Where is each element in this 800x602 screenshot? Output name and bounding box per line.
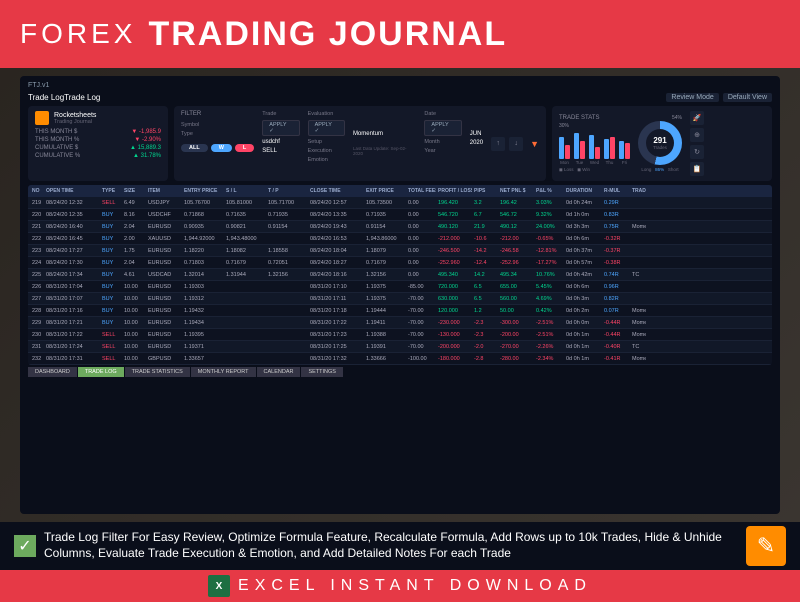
column-header[interactable]: PIPS [472,188,498,194]
excel-icon: X [208,575,230,597]
excel-text: EXCEL INSTANT DOWNLOAD [238,577,592,595]
filter-loss-button[interactable]: L [235,144,254,152]
user-panel: Rocketsheets Trading Journal THIS MONTH … [28,106,168,181]
monitor-frame: FTJ.v1 Trade Log Trade Log Review Mode D… [0,68,800,522]
table-row[interactable]: 22408/24/20 17:30BUY2.04EURUSD0.718030.7… [28,257,772,269]
product-banner: FOREX TRADING JOURNAL [0,0,800,68]
table-row[interactable]: 23108/31/20 17:24SELL10.00EURUSD1.193710… [28,341,772,353]
table-row[interactable]: 23208/31/20 17:31SELL10.00GBPUSD1.336570… [28,353,772,365]
column-header[interactable]: OPEN TIME [44,188,100,194]
trade-table: NOOPEN TIMETYPESIZEITEMENTRY PRICES / LT… [28,185,772,365]
filter-panel: FILTER Symbol Type ALL W L Trade APPLY ✓… [174,106,546,181]
top-panels: Rocketsheets Trading Journal THIS MONTH … [28,106,772,181]
rocket-icon[interactable]: 🚀 [690,111,704,125]
default-view-button[interactable]: Default View [723,93,772,102]
banner-forex: FOREX [20,18,136,50]
app-screen: FTJ.v1 Trade Log Trade Log Review Mode D… [20,76,780,514]
column-header[interactable]: NET PNL $ [498,188,534,194]
sheet-tab[interactable]: CALENDAR [257,367,301,377]
sheet-tabs: DASHBOARDTRADE LOGTRADE STATISTICSMONTHL… [28,367,772,377]
table-row[interactable]: 22608/31/20 17:04BUY10.00EURUSD1.1930308… [28,281,772,293]
banner-title: TRADING JOURNAL [148,15,507,54]
sort-up-button[interactable]: ↑ [491,137,505,151]
user-sub: Trading Journal [54,119,96,125]
apply-trade-button[interactable]: APPLY ✓ [262,120,299,136]
column-header[interactable]: ITEM [146,188,182,194]
table-row[interactable]: 22708/31/20 17:07BUY10.00EURUSD1.1931208… [28,293,772,305]
sheet-tab[interactable]: TRADE STATISTICS [125,367,190,377]
footer: ✓ Trade Log Filter For Easy Review, Opti… [0,522,800,602]
sheet-tab[interactable]: MONTHLY REPORT [191,367,256,377]
column-header[interactable]: DURATION [564,188,602,194]
filter-title: FILTER [181,111,254,117]
sort-down-button[interactable]: ↓ [509,137,523,151]
note-icon[interactable]: 📋 [690,162,704,176]
globe-icon[interactable]: ⊕ [690,128,704,142]
type-value[interactable]: SELL [262,148,299,154]
column-header[interactable]: PROFIT / LOSS [436,188,472,194]
column-header[interactable]: P&L % [534,188,564,194]
product-icon: ✎ [746,526,786,566]
stat-row: THIS MONTH $▼ -1,985.9 [35,129,161,135]
page-title: Trade Log [28,93,64,102]
symbol-value[interactable]: usdchf [262,139,299,145]
column-header[interactable]: ENTRY PRICE [182,188,224,194]
table-row[interactable]: 22008/24/20 12:35BUY8.16USDCHF0.718680.7… [28,209,772,221]
column-header[interactable]: NO [30,188,44,194]
column-header[interactable]: CLOSE TIME [308,188,364,194]
app-name: FTJ.v1 [28,82,49,89]
table-row[interactable]: 22208/24/20 16:45BUY2.00XAUUSD1,944.9200… [28,233,772,245]
column-header[interactable]: S / L [224,188,266,194]
sheet-tab[interactable]: SETTINGS [301,367,343,377]
table-row[interactable]: 22308/24/20 17:27BUY1.75EURUSD1.182201.1… [28,245,772,257]
apply-date-button[interactable]: APPLY ✓ [424,120,461,136]
weekday-bar-chart: MonTueWedThuFri [559,129,630,165]
check-icon: ✓ [14,535,36,557]
column-header[interactable]: T / P [266,188,308,194]
trade-stats-panel: TRADE STATS 30% MonTueWedThuFri ◼ Loss ◼… [552,106,772,181]
column-header[interactable]: TYPE [100,188,122,194]
table-row[interactable]: 22908/31/20 17:21BUY10.00EURUSD1.1943408… [28,317,772,329]
column-header[interactable]: SIZE [122,188,146,194]
column-header[interactable]: TOTAL FEES [406,188,436,194]
stat-row: CUMULATIVE $▲ 15,889.3 [35,145,161,151]
trades-donut-chart: 291 Trades [638,121,682,165]
funnel-icon[interactable]: ▼ [530,139,539,149]
review-mode-button[interactable]: Review Mode [666,93,718,102]
avatar [35,111,49,125]
table-row[interactable]: 22108/24/20 16:40BUY2.04EURUSD0.909350.9… [28,221,772,233]
table-header: NOOPEN TIMETYPESIZEITEMENTRY PRICES / LT… [28,185,772,197]
column-header[interactable]: TRADE SETUP [630,188,646,194]
sheet-tab[interactable]: TRADE LOG [78,367,124,377]
titlebar: FTJ.v1 [28,82,772,89]
stat-row: CUMULATIVE %▲ 31.78% [35,153,161,159]
table-row[interactable]: 23008/31/20 17:22SELL10.00EURUSD1.193950… [28,329,772,341]
user-name: Rocketsheets [54,112,96,119]
column-header[interactable]: EXIT PRICE [364,188,406,194]
column-header[interactable]: R-MUL [602,188,630,194]
filter-all-button[interactable]: ALL [181,144,208,152]
month-value[interactable]: JUN [470,131,483,137]
feature-text: Trade Log Filter For Easy Review, Optimi… [44,530,738,561]
year-value[interactable]: 2020 [470,140,483,146]
setup-value[interactable]: Momentum [353,131,416,137]
table-row[interactable]: 22808/31/20 17:16BUY10.00EURUSD1.1943208… [28,305,772,317]
refresh-icon[interactable]: ↻ [690,145,704,159]
header-row: Trade Log Trade Log Review Mode Default … [28,93,772,102]
filter-win-button[interactable]: W [211,144,232,152]
apply-eval-button[interactable]: APPLY ✓ [308,120,345,136]
sheet-tab[interactable]: DASHBOARD [28,367,77,377]
table-row[interactable]: 22508/24/20 17:34BUY4.61USDCAD1.320141.3… [28,269,772,281]
stat-row: THIS MONTH %▼ -2.90% [35,137,161,143]
table-row[interactable]: 21908/24/20 12:32SELL6.49USDJPY105.76700… [28,197,772,209]
